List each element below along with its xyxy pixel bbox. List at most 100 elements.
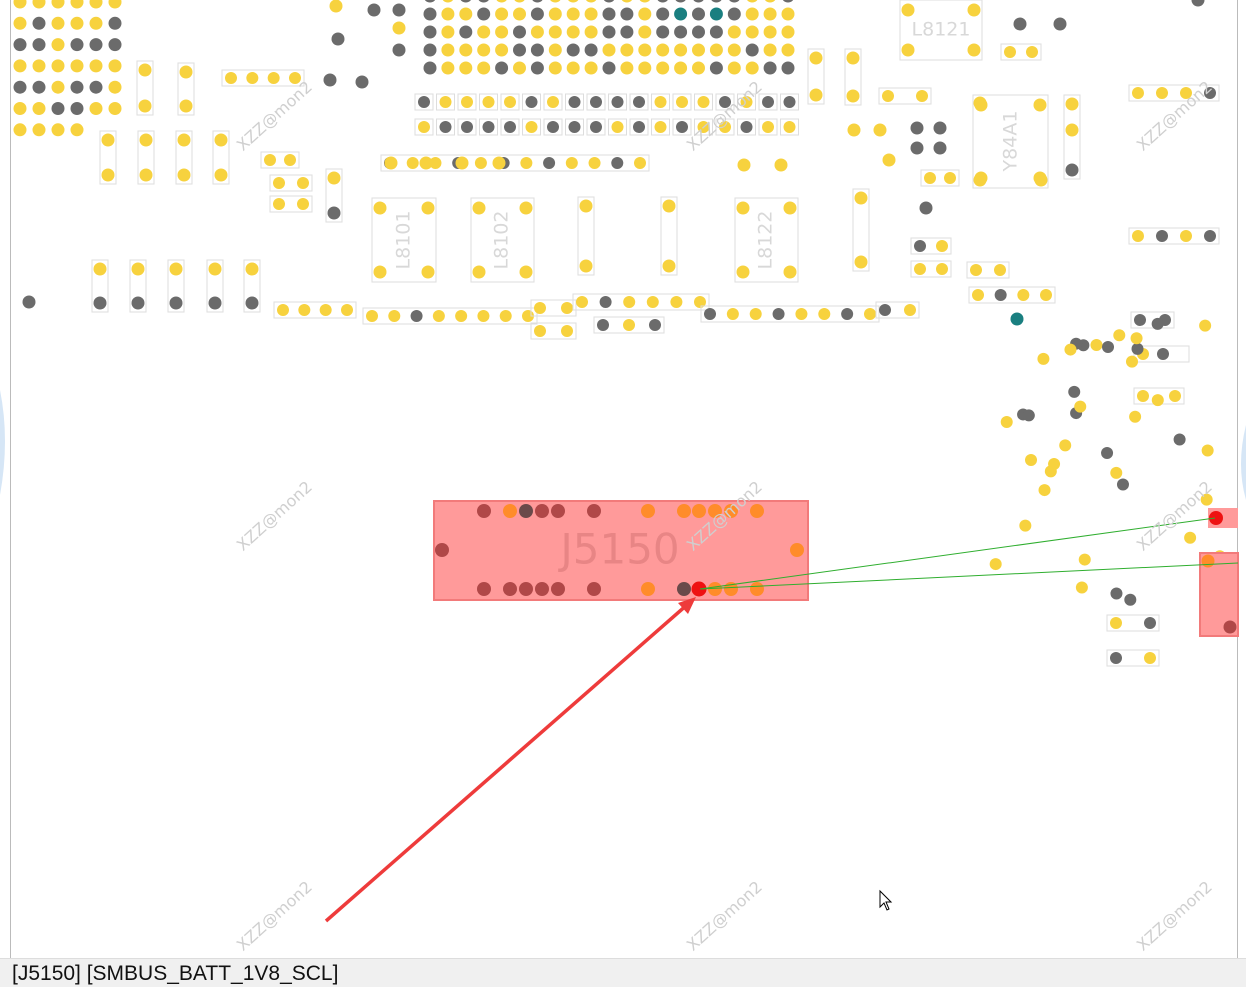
- pad: [587, 582, 601, 596]
- pad: [477, 61, 491, 75]
- pad: [727, 43, 741, 57]
- pad: [32, 16, 46, 30]
- footprint: [758, 118, 778, 136]
- pad: [492, 156, 506, 170]
- pad: [674, 25, 688, 39]
- footprint: [1128, 227, 1220, 245]
- pad: [131, 262, 145, 276]
- footprint: [565, 118, 584, 136]
- pad: [355, 75, 369, 89]
- pad: [51, 16, 65, 30]
- pad: [745, 43, 759, 57]
- pad: [692, 7, 705, 21]
- pad: [289, 72, 301, 84]
- pad: [674, 43, 688, 57]
- footprint: [175, 130, 193, 185]
- footprint: [436, 118, 455, 136]
- pad: [747, 0, 758, 3]
- footprint: [572, 293, 710, 311]
- pad: [602, 7, 616, 21]
- pad: [782, 0, 794, 3]
- pad: [621, 0, 633, 3]
- pad: [513, 7, 526, 21]
- pad: [1033, 171, 1047, 185]
- pad: [530, 25, 544, 39]
- pad: [924, 172, 936, 184]
- footprint: [91, 259, 109, 313]
- pad: [692, 43, 705, 57]
- pad: [1134, 314, 1146, 326]
- footprint: [137, 130, 155, 185]
- pad: [763, 25, 777, 39]
- pad: [441, 61, 455, 75]
- pad: [1090, 338, 1103, 351]
- pad: [495, 7, 509, 21]
- pad: [472, 265, 486, 279]
- pad: [478, 0, 489, 3]
- pad: [477, 43, 491, 57]
- pad: [970, 264, 982, 276]
- right-handle[interactable]: [1241, 425, 1246, 500]
- pad: [854, 191, 868, 205]
- pad: [1065, 163, 1079, 177]
- pad: [847, 123, 861, 137]
- footprint: [470, 197, 535, 283]
- footprint: [530, 299, 577, 317]
- pad: [579, 199, 593, 213]
- pad: [677, 504, 691, 518]
- pad: [543, 157, 556, 169]
- footprint: [660, 196, 678, 276]
- pad: [783, 265, 797, 279]
- pad: [727, 61, 741, 75]
- pad: [762, 96, 774, 108]
- pad: [967, 43, 981, 57]
- pad: [576, 296, 588, 308]
- footprint: [672, 93, 692, 111]
- pad: [736, 265, 750, 279]
- pad: [108, 16, 122, 30]
- pad: [392, 21, 406, 35]
- footprint: [1106, 649, 1160, 667]
- pad: [70, 0, 84, 9]
- pad: [101, 133, 115, 147]
- pad: [711, 0, 722, 3]
- pad: [108, 38, 122, 52]
- pad: [809, 88, 823, 102]
- pad: [477, 7, 491, 21]
- pad: [419, 156, 433, 170]
- pad: [530, 61, 544, 75]
- pad: [442, 0, 454, 3]
- footprint: [177, 62, 195, 116]
- pad: [13, 123, 27, 137]
- pad: [620, 61, 634, 75]
- footprint: [243, 259, 261, 313]
- pad: [692, 61, 705, 75]
- pad: [944, 172, 956, 184]
- left-handle[interactable]: [0, 390, 5, 495]
- pad: [461, 121, 473, 133]
- footprint: [414, 93, 434, 111]
- pad: [519, 265, 533, 279]
- pad: [1137, 390, 1149, 402]
- pad: [602, 25, 616, 39]
- pad: [585, 0, 597, 3]
- pad: [1022, 409, 1035, 422]
- pad: [670, 296, 683, 308]
- pad: [169, 296, 183, 310]
- pad: [781, 43, 795, 57]
- pad: [139, 168, 153, 182]
- pad: [519, 504, 533, 518]
- pad: [994, 289, 1007, 301]
- pad: [566, 43, 580, 57]
- footprint: [694, 93, 713, 111]
- pad: [225, 72, 237, 84]
- pad: [138, 99, 152, 113]
- pad: [561, 302, 573, 314]
- pad: [1102, 340, 1115, 353]
- pad: [882, 90, 894, 102]
- footprint: [780, 118, 799, 136]
- pad: [1078, 553, 1091, 566]
- pad: [1048, 458, 1061, 471]
- footprint: [586, 93, 606, 111]
